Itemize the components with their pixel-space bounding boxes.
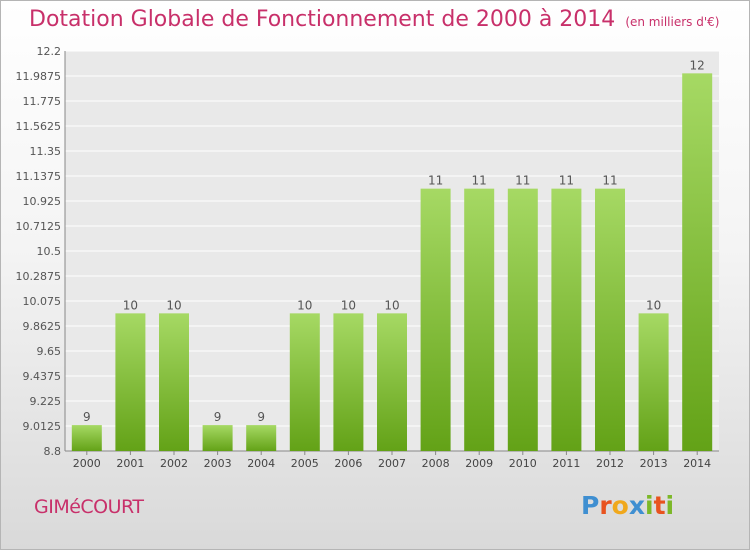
logo-letter: i <box>665 491 675 520</box>
bar-2001 <box>115 313 146 451</box>
y-tick-label: 9.225 <box>30 395 62 408</box>
x-tick-label-2014: 2014 <box>683 457 711 470</box>
bar-2010 <box>507 188 538 451</box>
bar-2013 <box>638 313 669 451</box>
y-tick-label: 10.075 <box>23 295 62 308</box>
x-tick-label-2009: 2009 <box>465 457 493 470</box>
commune-name: GIMéCOURT <box>34 496 144 518</box>
bar-2004 <box>246 425 277 451</box>
bar-2002 <box>159 313 189 451</box>
data-label-2012: 11 <box>602 174 617 188</box>
bar-2011 <box>551 188 582 451</box>
chart-title: Dotation Globale de Fonctionnement de 20… <box>29 7 720 32</box>
bar-2006 <box>333 313 364 451</box>
data-label-2002: 10 <box>166 298 181 312</box>
bar-2008 <box>420 188 451 451</box>
y-tick-label: 9.0125 <box>23 420 62 433</box>
y-tick-label: 11.35 <box>30 145 62 158</box>
bar-2009 <box>464 188 495 451</box>
bar-2005 <box>289 313 320 451</box>
x-tick-label-2010: 2010 <box>509 457 537 470</box>
data-label-2013: 10 <box>646 298 661 312</box>
x-tick-label-2001: 2001 <box>116 457 144 470</box>
bar-2003 <box>202 425 233 451</box>
x-tick-label-2007: 2007 <box>378 457 406 470</box>
data-label-2008: 11 <box>428 174 443 188</box>
logo-letter: t <box>653 491 666 520</box>
logo-letter: i <box>645 491 654 520</box>
bar-2000 <box>71 425 102 451</box>
data-label-2001: 10 <box>123 298 138 312</box>
chart-subtitle: (en milliers d'€) <box>625 15 720 29</box>
x-tick-label-2005: 2005 <box>291 457 319 470</box>
data-label-2006: 10 <box>341 298 356 312</box>
data-label-2004: 9 <box>257 410 265 424</box>
y-tick-label: 9.4375 <box>23 370 62 383</box>
x-tick-label-2002: 2002 <box>160 457 188 470</box>
proxiti-logo: Proxiti <box>581 491 674 520</box>
y-tick-label: 10.5 <box>37 245 62 258</box>
y-tick-label: 9.65 <box>37 345 62 358</box>
data-label-2005: 10 <box>297 298 312 312</box>
x-tick-label-2013: 2013 <box>640 457 668 470</box>
x-tick-label-2008: 2008 <box>422 457 450 470</box>
bar-2014 <box>682 73 713 452</box>
data-label-2009: 11 <box>472 174 487 188</box>
y-tick-label: 9.8625 <box>23 320 62 333</box>
y-tick-label: 8.8 <box>44 445 62 458</box>
x-tick-label-2003: 2003 <box>204 457 232 470</box>
y-tick-label: 10.2875 <box>16 270 62 283</box>
y-tick-label: 12.2 <box>37 45 62 58</box>
x-tick-label-2012: 2012 <box>596 457 624 470</box>
logo-letter: x <box>628 491 645 520</box>
bar-2007 <box>377 313 407 451</box>
bar-2012 <box>595 188 625 451</box>
logo-letter: o <box>611 491 629 520</box>
data-label-2014: 12 <box>690 58 705 72</box>
y-tick-label: 11.775 <box>23 95 62 108</box>
data-label-2011: 11 <box>559 174 574 188</box>
x-tick-label-2006: 2006 <box>334 457 362 470</box>
y-tick-label: 11.5625 <box>16 120 62 133</box>
data-label-2000: 9 <box>83 410 91 424</box>
y-tick-label: 11.9875 <box>16 70 62 83</box>
data-label-2003: 9 <box>214 410 222 424</box>
x-tick-label-2000: 2000 <box>73 457 101 470</box>
x-tick-label-2011: 2011 <box>552 457 580 470</box>
data-label-2010: 11 <box>515 174 530 188</box>
data-label-2007: 10 <box>384 298 399 312</box>
y-tick-label: 11.1375 <box>16 170 62 183</box>
logo-letter: r <box>599 491 612 520</box>
logo-letter: P <box>581 491 600 520</box>
y-tick-label: 10.7125 <box>16 220 62 233</box>
x-tick-label-2004: 2004 <box>247 457 275 470</box>
y-tick-label: 10.925 <box>23 195 62 208</box>
